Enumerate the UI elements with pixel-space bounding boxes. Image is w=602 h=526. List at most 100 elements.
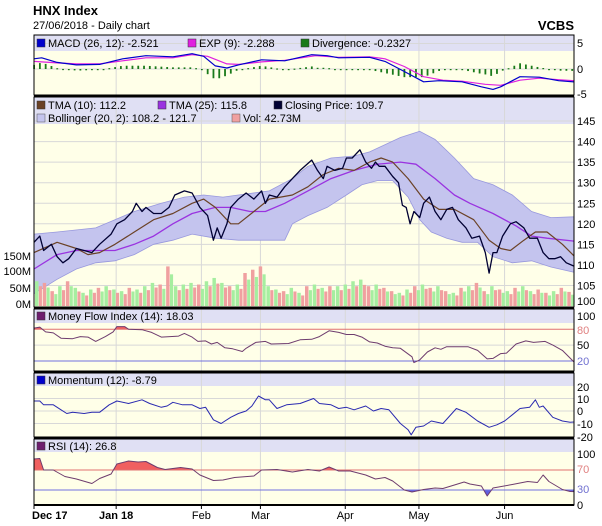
x-tick-label: Jan 18: [99, 510, 133, 522]
y-tick-label: 100: [577, 296, 595, 308]
volume-bar: [112, 289, 116, 306]
divergence-bar: [212, 69, 215, 79]
divergence-bar: [443, 69, 446, 71]
divergence-bar: [195, 68, 197, 70]
divergence-bar: [565, 69, 568, 71]
divergence-bar: [206, 69, 209, 75]
divergence-bar: [496, 69, 498, 74]
divergence-bar: [102, 69, 105, 71]
divergence-bar: [553, 69, 556, 71]
divergence-bar: [281, 69, 284, 71]
divergence-bar: [403, 69, 406, 78]
volume-bar: [555, 294, 559, 306]
divergence-bar: [571, 69, 574, 71]
volume-bar: [85, 295, 89, 306]
volume-bar: [447, 294, 451, 306]
volume-bar: [397, 292, 402, 306]
divergence-bar: [397, 69, 400, 76]
divergence-bar: [108, 68, 111, 70]
volume-bar: [374, 284, 378, 306]
divergence-bar: [73, 69, 76, 71]
volume-bar: [119, 291, 124, 306]
volume-bar: [131, 291, 135, 306]
volume-bar: [536, 289, 540, 306]
mfi-line: [33, 326, 575, 364]
divergence-bar: [339, 69, 342, 71]
volume-bar: [455, 295, 459, 306]
x-tick-label: Feb: [192, 510, 211, 522]
mfi-swatch: [36, 311, 46, 321]
momentum-legend: Momentum (12): -8.79: [36, 375, 157, 387]
volume-bar: [297, 292, 301, 306]
divergence-bar: [125, 65, 128, 69]
volume-bar: [154, 287, 158, 306]
divergence-bar: [241, 69, 244, 71]
volume-bar: [289, 287, 294, 306]
divergence-bar: [472, 69, 475, 73]
rsi-overbought-fill: [34, 458, 574, 470]
volume-bar: [440, 290, 444, 306]
volume-bar: [92, 292, 96, 306]
volume-bar: [274, 289, 278, 306]
divergence-bar: [276, 68, 278, 70]
volume-bar: [467, 286, 471, 306]
volume-bar: [559, 287, 564, 306]
volume-bar: [139, 292, 143, 306]
divergence-bar: [461, 69, 464, 71]
mfi-legend-label: Money Flow Index (14): 18.03: [48, 311, 194, 323]
y-tick-label: 20: [577, 356, 589, 368]
volume-bar: [544, 292, 548, 306]
y-tick-label: 20: [577, 382, 589, 394]
volume-bar: [281, 291, 286, 306]
volume-bar: [478, 287, 482, 306]
divergence-bar: [386, 69, 388, 74]
volume-bar: [258, 266, 263, 306]
volume-bar: [293, 291, 297, 306]
divergence-bar: [96, 69, 99, 71]
divergence-bar: [189, 67, 192, 69]
divergence-bar: [50, 66, 53, 69]
volume-bar: [482, 291, 486, 306]
volume-bar: [227, 286, 232, 306]
momentum-line: [34, 395, 575, 436]
y-tick-label: 0: [577, 500, 583, 512]
divergence-bar: [258, 66, 261, 69]
volume-bar: [243, 273, 247, 306]
divergence-bar: [409, 69, 412, 78]
bollinger-band: [33, 130, 575, 295]
volume-bar: [158, 284, 162, 306]
volume-bar: [362, 284, 366, 306]
volume-bar: [509, 294, 513, 306]
volume-bar: [424, 288, 428, 306]
volume-bar: [378, 288, 382, 306]
tma10-swatch: [36, 100, 46, 110]
divergence-bar: [62, 68, 64, 71]
volume-bar: [436, 286, 440, 306]
volume-bar: [532, 294, 536, 306]
divergence-bar: [264, 66, 267, 69]
divergence-bar: [368, 69, 371, 71]
volume-bar: [335, 286, 340, 306]
volume-bar: [521, 286, 525, 306]
volume-bar: [197, 284, 201, 306]
divergence-bar: [530, 65, 533, 69]
momentum-legend-band: [34, 373, 574, 386]
y-tick-label: 130: [577, 178, 595, 190]
y-tick-label: 140: [577, 137, 595, 149]
volume-bar: [305, 286, 309, 306]
x-axis: Dec 17 Jan 18 Feb Mar Apr May Jun: [32, 505, 513, 522]
divergence-bar: [438, 69, 440, 71]
volume-bar: [135, 289, 139, 306]
divergence-bar: [166, 67, 169, 69]
divergence-bar: [455, 69, 458, 71]
volume-bar: [339, 290, 343, 306]
volume-bar: [389, 291, 394, 306]
volume-bar: [104, 286, 108, 306]
tma10-legend-label: TMA (10): 112.2: [48, 100, 126, 112]
volume-bar: [173, 286, 178, 306]
volume-bar: [451, 292, 456, 306]
volume-bar: [116, 292, 120, 306]
volume-bar: [540, 292, 544, 306]
volume-bar: [401, 295, 405, 306]
divergence-bar: [172, 67, 174, 69]
